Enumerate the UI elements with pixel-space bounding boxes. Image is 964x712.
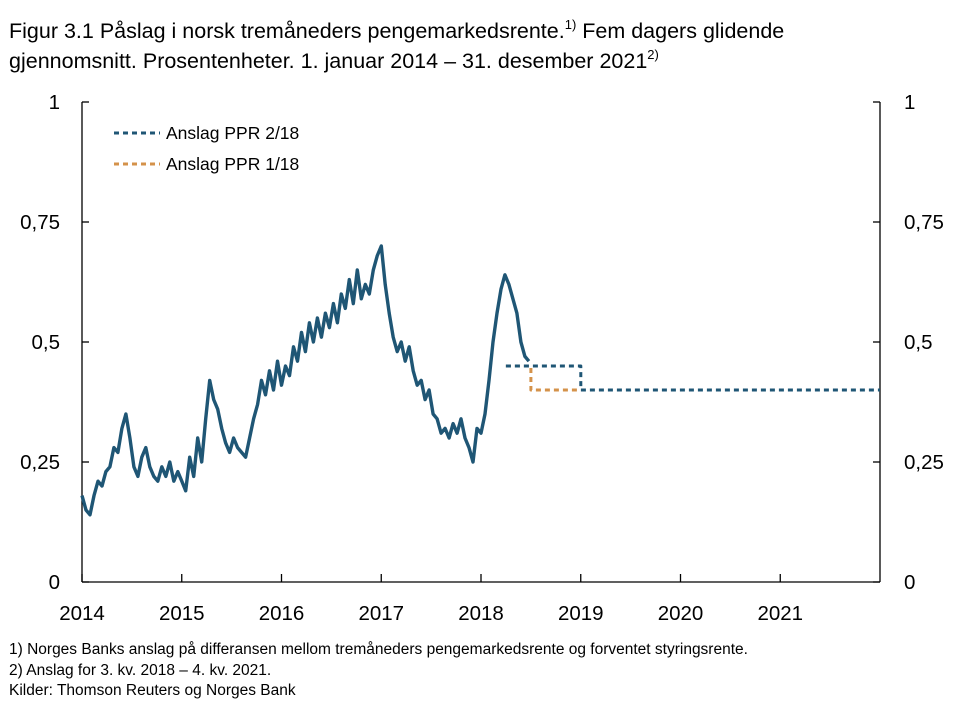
y-tick-label-left: 0,25 (20, 451, 60, 474)
x-tick-label: 2019 (558, 602, 604, 625)
legend-item-ppr-2-18-label: Anslag PPR 2/18 (166, 123, 299, 143)
chart-series-layer (80, 244, 880, 517)
x-tick-label: 2018 (458, 602, 504, 625)
y-tick-label-left: 0 (49, 571, 60, 594)
chart-legend: Anslag PPR 2/18 Anslag PPR 1/18 (114, 123, 299, 174)
footnote-2: 2) Anslag for 3. kv. 2018 – 4. kv. 2021. (9, 661, 272, 679)
series-line-historical (80, 244, 531, 517)
y-tick-label-right: 0,25 (904, 451, 944, 474)
legend-item-ppr-1-18-label: Anslag PPR 1/18 (166, 154, 299, 174)
x-tick-label: 2021 (757, 602, 803, 625)
y-tick-label-right: 1 (904, 91, 915, 114)
y-tick-label-left: 0,75 (20, 211, 60, 234)
chart-axes: 0 0 0,25 0,25 0,5 0,5 0,75 0,75 1 1 2014 2015 2016 20… (20, 91, 944, 625)
title-footnote-ref-1: 1) (564, 17, 577, 32)
chart-title: Figur 3.1 Påslag i norsk tremåneders pen… (9, 16, 954, 76)
title-footnote-ref-2: 2) (647, 47, 659, 62)
x-tick-label: 2014 (59, 602, 105, 625)
x-tick-label: 2015 (159, 602, 205, 625)
footnote-1: 1) Norges Banks anslag på differansen me… (9, 641, 748, 658)
series-line-anslag-ppr-2-18 (505, 364, 880, 392)
title-line1-tail: Fem dagers glidende (576, 19, 785, 43)
series-line-anslag-ppr-1-18 (505, 364, 581, 392)
y-tick-label-left: 0,5 (32, 331, 61, 354)
y-tick-label-left: 1 (49, 91, 60, 114)
footnotes: 1) Norges Banks anslag på differansen me… (9, 640, 748, 702)
title-line1: Figur 3.1 Påslag i norsk tremåneders pen… (9, 19, 565, 43)
y-tick-label-right: 0,75 (904, 211, 944, 234)
title-line2: gjennomsnitt. Prosentenheter. 1. januar … (9, 49, 648, 73)
x-tick-label: 2020 (658, 602, 704, 625)
sources-note: Kilder: Thomson Reuters og Norges Bank (9, 682, 296, 699)
y-tick-label-right: 0,5 (904, 331, 933, 354)
y-tick-label-right: 0 (904, 571, 915, 594)
x-tick-label: 2017 (358, 602, 404, 625)
x-tick-label: 2016 (259, 602, 305, 625)
